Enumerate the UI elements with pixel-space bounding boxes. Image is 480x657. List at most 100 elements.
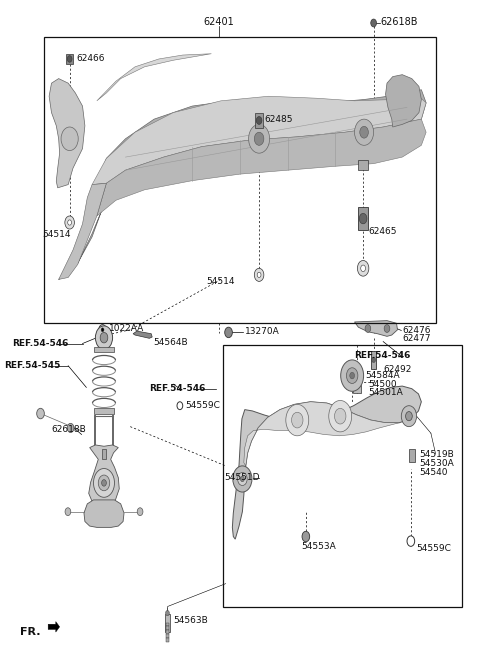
Polygon shape: [97, 119, 426, 216]
Circle shape: [329, 401, 352, 432]
Circle shape: [347, 368, 358, 384]
Circle shape: [65, 216, 74, 229]
Bar: [95, 347, 114, 352]
Text: 54530A: 54530A: [419, 459, 454, 468]
Text: REF.54-546: REF.54-546: [355, 351, 411, 361]
Polygon shape: [133, 331, 152, 338]
Text: REF.54-546: REF.54-546: [12, 339, 68, 348]
Circle shape: [238, 472, 247, 486]
Circle shape: [355, 119, 373, 145]
Circle shape: [350, 373, 355, 379]
Circle shape: [233, 466, 252, 492]
Circle shape: [94, 468, 115, 497]
Circle shape: [67, 423, 74, 432]
Circle shape: [98, 475, 110, 491]
Text: 62618B: 62618B: [381, 17, 418, 28]
Text: 62485: 62485: [265, 115, 293, 124]
Circle shape: [401, 406, 417, 426]
Bar: [255, 113, 263, 127]
Bar: [166, 631, 169, 634]
Text: 13270A: 13270A: [245, 327, 279, 336]
Text: FR.: FR.: [21, 627, 41, 637]
Bar: [102, 449, 106, 459]
Text: 62477: 62477: [402, 334, 431, 344]
Circle shape: [335, 408, 346, 424]
Polygon shape: [97, 54, 211, 101]
Bar: [44, 37, 436, 323]
Text: 62465: 62465: [369, 227, 397, 236]
Circle shape: [254, 132, 264, 145]
Text: 62492: 62492: [383, 365, 411, 374]
Text: 54540: 54540: [419, 468, 447, 477]
Bar: [166, 635, 169, 638]
Text: REF.54-545: REF.54-545: [4, 361, 60, 371]
Bar: [165, 614, 170, 632]
Circle shape: [102, 480, 107, 486]
Polygon shape: [59, 90, 426, 279]
Text: 62476: 62476: [402, 326, 431, 335]
Bar: [223, 345, 462, 606]
Circle shape: [254, 268, 264, 281]
Polygon shape: [59, 183, 107, 279]
Polygon shape: [89, 445, 119, 508]
Circle shape: [137, 508, 143, 516]
Bar: [359, 160, 368, 170]
Text: 54559C: 54559C: [185, 401, 220, 410]
Circle shape: [406, 411, 412, 420]
Circle shape: [256, 116, 262, 124]
Bar: [358, 208, 368, 230]
Bar: [166, 627, 169, 630]
Circle shape: [225, 327, 232, 338]
Bar: [166, 638, 169, 641]
Circle shape: [341, 360, 364, 392]
Circle shape: [286, 405, 309, 436]
Circle shape: [101, 328, 104, 332]
Text: 54559C: 54559C: [417, 544, 452, 553]
Text: 62618B: 62618B: [51, 424, 86, 434]
Text: 54584A: 54584A: [365, 371, 400, 380]
Bar: [66, 55, 73, 64]
Circle shape: [360, 214, 367, 224]
Polygon shape: [48, 622, 60, 632]
Text: 1022AA: 1022AA: [109, 324, 144, 333]
Circle shape: [257, 272, 261, 277]
Text: 54514: 54514: [206, 277, 235, 286]
Polygon shape: [355, 321, 397, 336]
Circle shape: [67, 56, 72, 62]
Circle shape: [61, 127, 78, 150]
Circle shape: [302, 532, 310, 542]
Circle shape: [291, 412, 303, 428]
Circle shape: [65, 508, 71, 516]
Text: 54514: 54514: [42, 230, 71, 238]
Text: REF.54-546: REF.54-546: [149, 384, 206, 393]
Circle shape: [166, 610, 169, 616]
Circle shape: [99, 325, 107, 335]
Text: 54563B: 54563B: [173, 616, 208, 625]
Circle shape: [384, 325, 390, 332]
Text: 54500: 54500: [368, 380, 396, 388]
Text: 62401: 62401: [203, 17, 234, 28]
Circle shape: [177, 402, 183, 409]
Text: 54551D: 54551D: [225, 473, 260, 482]
Text: 54553A: 54553A: [301, 542, 336, 551]
Circle shape: [372, 357, 375, 363]
Bar: [353, 385, 361, 393]
Circle shape: [407, 536, 415, 547]
Text: 62466: 62466: [77, 55, 105, 64]
Bar: [166, 623, 169, 626]
Circle shape: [100, 332, 108, 343]
Text: 54519B: 54519B: [419, 449, 454, 459]
Polygon shape: [84, 500, 124, 528]
Bar: [409, 449, 415, 462]
Polygon shape: [92, 95, 426, 185]
Circle shape: [365, 325, 371, 332]
Text: 54501A: 54501A: [368, 388, 403, 397]
Circle shape: [361, 265, 365, 271]
Circle shape: [249, 124, 270, 153]
Circle shape: [68, 220, 72, 225]
Circle shape: [371, 19, 376, 27]
Circle shape: [358, 260, 369, 276]
Text: 54564B: 54564B: [153, 338, 188, 348]
Circle shape: [240, 476, 244, 482]
Circle shape: [96, 326, 113, 350]
